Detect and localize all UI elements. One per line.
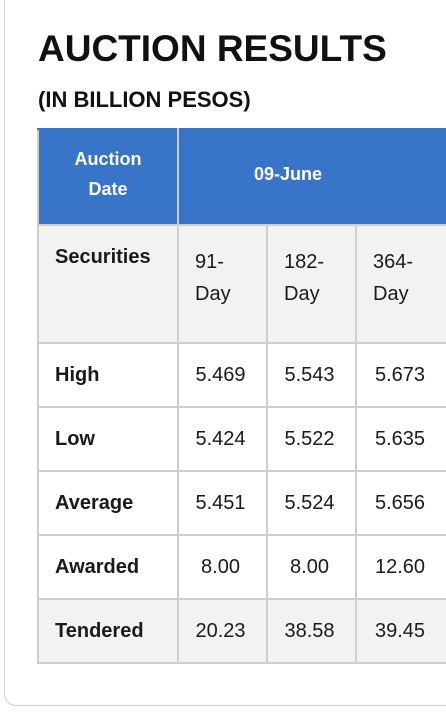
table-row-high: High 5.469 5.543 5.673 bbox=[37, 342, 446, 408]
row-label: Low bbox=[37, 406, 179, 472]
table-header-row: Auction Date 09-June bbox=[37, 128, 446, 226]
table-row-tendered: Tendered 20.23 38.58 39.45 bbox=[37, 598, 446, 664]
cell-91-day: 5.451 bbox=[177, 470, 268, 536]
cell-364-day: 5.656 bbox=[355, 470, 446, 536]
term-182-day: 182- Day bbox=[266, 224, 357, 344]
cell-364-day: 5.673 bbox=[355, 342, 446, 408]
term-line2: Day bbox=[195, 283, 231, 305]
cell-91-day: 8.00 bbox=[177, 534, 268, 600]
page-title: AUCTION RESULTS bbox=[38, 28, 387, 69]
cell-91-day: 5.469 bbox=[177, 342, 268, 408]
cell-182-day: 5.524 bbox=[266, 470, 357, 536]
securities-row: Securities 91- Day 182- Day 364- Day bbox=[37, 224, 446, 344]
cell-364-day: 5.635 bbox=[355, 406, 446, 472]
term-line1: 182- bbox=[284, 251, 325, 273]
auction-date-header: Auction Date bbox=[37, 128, 179, 226]
auction-date-label-line2: Date bbox=[88, 179, 128, 199]
cell-91-day: 5.424 bbox=[177, 406, 268, 472]
table-row-average: Average 5.451 5.524 5.656 bbox=[37, 470, 446, 536]
cell-182-day: 5.543 bbox=[266, 342, 357, 408]
page-subtitle: (IN BILLION PESOS) bbox=[38, 87, 251, 112]
term-line2: Day bbox=[284, 283, 320, 305]
cell-182-day: 5.522 bbox=[266, 406, 357, 472]
cell-91-day: 20.23 bbox=[177, 598, 268, 664]
row-label: Average bbox=[37, 470, 179, 536]
auction-date-label-line1: Auction bbox=[74, 149, 142, 169]
auction-results-table: Auction Date 09-June Securities 91- Day … bbox=[37, 128, 446, 664]
term-line1: 91- bbox=[195, 251, 224, 273]
cell-182-day: 38.58 bbox=[266, 598, 357, 664]
term-364-day: 364- Day bbox=[355, 224, 446, 344]
term-line2: Day bbox=[373, 283, 409, 305]
auction-date-value: 09-June bbox=[177, 128, 446, 226]
term-line1: 364- bbox=[373, 251, 414, 273]
table-row-awarded: Awarded 8.00 8.00 12.60 bbox=[37, 534, 446, 600]
cell-182-day: 8.00 bbox=[266, 534, 357, 600]
row-label: Awarded bbox=[37, 534, 179, 600]
securities-label: Securities bbox=[37, 224, 179, 344]
cell-364-day: 39.45 bbox=[355, 598, 446, 664]
row-label: Tendered bbox=[37, 598, 179, 664]
table-row-low: Low 5.424 5.522 5.635 bbox=[37, 406, 446, 472]
cell-364-day: 12.60 bbox=[355, 534, 446, 600]
term-91-day: 91- Day bbox=[177, 224, 268, 344]
row-label: High bbox=[37, 342, 179, 408]
